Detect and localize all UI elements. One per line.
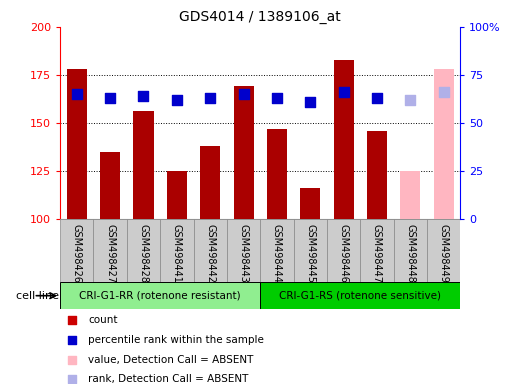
Text: CRI-G1-RS (rotenone sensitive): CRI-G1-RS (rotenone sensitive) — [279, 291, 441, 301]
Bar — [60, 282, 260, 309]
Bar — [200, 146, 220, 219]
Bar — [267, 129, 287, 219]
Text: cell line: cell line — [16, 291, 59, 301]
Bar — [360, 219, 393, 282]
Text: GSM498441: GSM498441 — [172, 224, 182, 283]
Text: GSM498446: GSM498446 — [338, 224, 348, 283]
Bar — [194, 219, 227, 282]
Bar — [100, 152, 120, 219]
Bar — [434, 69, 453, 219]
Bar — [133, 111, 154, 219]
Text: GSM498445: GSM498445 — [305, 224, 315, 283]
Point — [439, 89, 448, 95]
Text: percentile rank within the sample: percentile rank within the sample — [88, 335, 264, 345]
Bar — [233, 86, 254, 219]
Bar — [94, 219, 127, 282]
Text: GSM498426: GSM498426 — [72, 224, 82, 283]
Bar — [60, 219, 94, 282]
Text: GSM498449: GSM498449 — [439, 224, 449, 283]
Text: value, Detection Call = ABSENT: value, Detection Call = ABSENT — [88, 355, 254, 365]
Text: GSM498447: GSM498447 — [372, 224, 382, 283]
Point — [339, 89, 348, 95]
Text: GSM498443: GSM498443 — [238, 224, 248, 283]
Text: GSM498442: GSM498442 — [205, 224, 215, 283]
Bar — [160, 219, 194, 282]
Bar — [427, 219, 460, 282]
Bar — [394, 219, 427, 282]
Point — [272, 95, 281, 101]
Point — [73, 91, 81, 97]
Point — [306, 99, 314, 105]
Point — [106, 95, 115, 101]
Bar — [327, 219, 360, 282]
Point — [373, 95, 381, 101]
Text: CRI-G1-RR (rotenone resistant): CRI-G1-RR (rotenone resistant) — [79, 291, 241, 301]
Bar — [400, 171, 420, 219]
Point — [365, 334, 373, 340]
Bar — [227, 219, 260, 282]
Text: GSM498427: GSM498427 — [105, 224, 115, 283]
Text: count: count — [88, 315, 118, 325]
Bar — [167, 171, 187, 219]
Text: GSM498428: GSM498428 — [139, 224, 149, 283]
Text: rank, Detection Call = ABSENT: rank, Detection Call = ABSENT — [88, 374, 248, 384]
Bar — [300, 188, 320, 219]
Title: GDS4014 / 1389106_at: GDS4014 / 1389106_at — [179, 10, 341, 25]
Bar — [127, 219, 160, 282]
Text: GSM498448: GSM498448 — [405, 224, 415, 283]
Point — [240, 91, 248, 97]
Bar — [260, 219, 293, 282]
Bar — [293, 219, 327, 282]
Bar — [334, 60, 354, 219]
Point — [406, 97, 414, 103]
Point — [206, 95, 214, 101]
Bar — [67, 69, 87, 219]
Point — [173, 97, 181, 103]
Text: GSM498444: GSM498444 — [272, 224, 282, 283]
Point — [139, 93, 147, 99]
Bar — [260, 282, 460, 309]
Point — [365, 155, 373, 161]
Bar — [367, 131, 387, 219]
